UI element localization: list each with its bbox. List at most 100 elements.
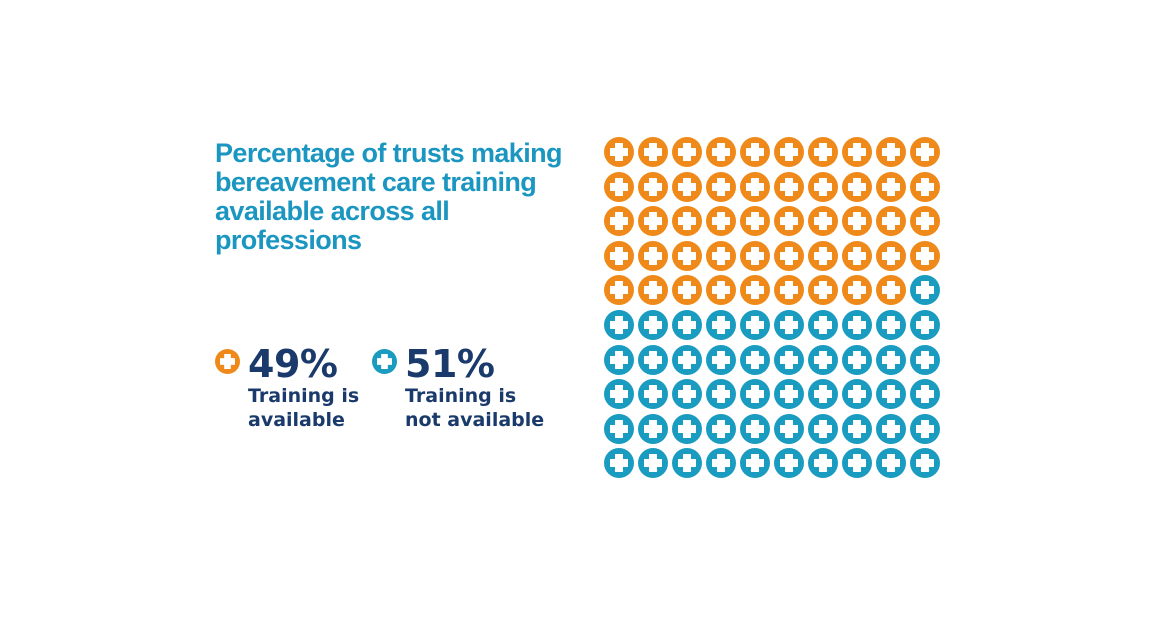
- medical-cross-icon: [910, 275, 940, 306]
- medical-cross-icon: [706, 379, 736, 410]
- legend-label-line: not available: [405, 409, 545, 431]
- medical-cross-icon: [706, 137, 736, 167]
- medical-cross-icon: [638, 206, 668, 237]
- medical-cross-icon: [808, 240, 838, 271]
- medical-cross-icon: [910, 171, 940, 202]
- medical-cross-icon: [876, 275, 906, 306]
- medical-cross-icon: [604, 240, 634, 271]
- medical-cross-icon: [672, 344, 702, 375]
- medical-cross-icon: [604, 413, 634, 444]
- medical-cross-icon: [876, 344, 906, 375]
- medical-cross-icon: [672, 275, 702, 306]
- medical-cross-icon: [740, 171, 770, 202]
- medical-cross-icon: [740, 137, 770, 167]
- medical-cross-icon: [706, 171, 736, 202]
- medical-cross-icon: [638, 275, 668, 306]
- medical-cross-icon: [672, 448, 702, 479]
- medical-cross-icon: [638, 448, 668, 479]
- medical-cross-icon: [808, 171, 838, 202]
- medical-cross-icon: [604, 171, 634, 202]
- medical-cross-icon: [842, 275, 872, 306]
- medical-cross-icon: [638, 240, 668, 271]
- medical-cross-icon: [808, 275, 838, 306]
- medical-cross-icon: [638, 379, 668, 410]
- medical-cross-icon: [672, 379, 702, 410]
- medical-cross-icon: [910, 413, 940, 444]
- medical-cross-icon: [842, 413, 872, 444]
- legend-label-line: available: [248, 409, 345, 431]
- medical-cross-icon: [604, 309, 634, 340]
- medical-cross-icon: [808, 448, 838, 479]
- medical-cross-icon: [842, 448, 872, 479]
- medical-cross-icon: [808, 413, 838, 444]
- medical-cross-icon: [910, 137, 940, 167]
- medical-cross-icon: [672, 206, 702, 237]
- medical-cross-icon: [876, 448, 906, 479]
- medical-cross-icon: [842, 137, 872, 167]
- medical-cross-icon: [604, 206, 634, 237]
- medical-cross-icon: [740, 379, 770, 410]
- medical-cross-icon: [842, 206, 872, 237]
- medical-cross-icon: [876, 137, 906, 167]
- medical-cross-icon: [774, 206, 804, 237]
- legend-label: Training is available: [248, 384, 359, 432]
- medical-cross-icon: [604, 448, 634, 479]
- medical-cross-icon: [604, 379, 634, 410]
- medical-cross-icon: [876, 309, 906, 340]
- medical-cross-icon: [706, 275, 736, 306]
- medical-cross-icon: [740, 275, 770, 306]
- legend-label-line: Training is: [405, 385, 517, 407]
- medical-cross-icon: [740, 448, 770, 479]
- medical-cross-icon: [808, 206, 838, 237]
- medical-cross-icon: [876, 171, 906, 202]
- medical-cross-icon: [842, 240, 872, 271]
- medical-cross-icon: [808, 344, 838, 375]
- medical-cross-icon: [740, 240, 770, 271]
- medical-cross-icon: [706, 448, 736, 479]
- medical-cross-icon: [774, 275, 804, 306]
- medical-cross-icon: [774, 137, 804, 167]
- medical-cross-icon: [638, 344, 668, 375]
- medical-cross-icon: [774, 171, 804, 202]
- medical-cross-icon: [910, 344, 940, 375]
- chart-title: Percentage of trusts making bereavement …: [215, 138, 563, 255]
- medical-cross-icon: [808, 309, 838, 340]
- medical-cross-icon: [774, 344, 804, 375]
- legend-label-line: Training is: [248, 385, 360, 407]
- medical-cross-icon: [706, 344, 736, 375]
- medical-cross-icon: [876, 206, 906, 237]
- medical-cross-icon: [910, 240, 940, 271]
- medical-cross-icon: [638, 137, 668, 167]
- legend-percentage: 49%: [248, 342, 338, 386]
- medical-cross-icon: [740, 344, 770, 375]
- medical-cross-icon: [638, 171, 668, 202]
- medical-cross-icon: [372, 349, 397, 374]
- medical-cross-icon: [842, 344, 872, 375]
- medical-cross-icon: [910, 309, 940, 340]
- legend-label: Training is not available: [405, 384, 544, 432]
- medical-cross-icon: [808, 379, 838, 410]
- medical-cross-icon: [706, 413, 736, 444]
- medical-cross-icon: [706, 206, 736, 237]
- medical-cross-icon: [706, 240, 736, 271]
- medical-cross-icon: [672, 171, 702, 202]
- medical-cross-icon: [842, 379, 872, 410]
- medical-cross-icon: [604, 344, 634, 375]
- medical-cross-icon: [774, 309, 804, 340]
- medical-cross-icon: [910, 379, 940, 410]
- medical-cross-icon: [604, 275, 634, 306]
- medical-cross-icon: [808, 137, 838, 167]
- medical-cross-icon: [876, 413, 906, 444]
- medical-cross-icon: [672, 309, 702, 340]
- medical-cross-icon: [706, 309, 736, 340]
- medical-cross-icon: [876, 379, 906, 410]
- medical-cross-icon: [910, 448, 940, 479]
- medical-cross-icon: [672, 413, 702, 444]
- medical-cross-icon: [638, 413, 668, 444]
- medical-cross-icon: [740, 309, 770, 340]
- medical-cross-icon: [672, 137, 702, 167]
- medical-cross-icon: [215, 349, 240, 374]
- legend-percentage: 51%: [405, 342, 495, 386]
- medical-cross-icon: [740, 413, 770, 444]
- medical-cross-icon: [604, 137, 634, 167]
